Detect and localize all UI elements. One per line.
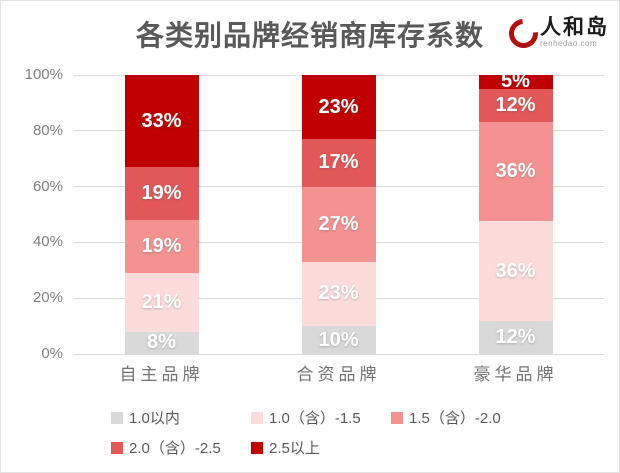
bar-segment: 19% (124, 167, 199, 221)
y-axis-tick-label: 20% (32, 289, 63, 307)
y-axis-tick-label: 80% (32, 121, 63, 139)
stacked-bar: 23% 17% 27% 23% 10% (301, 75, 376, 354)
bar-segment: 36% (478, 121, 553, 222)
category-column: 5% 12% 36% 36% 12% (427, 70, 604, 354)
legend: 1.0以内 1.0（含）-1.5 1.5（含）-2.0 2.0（含）-2.5 2.5以上 (111, 407, 591, 458)
logo-brand-text: 人和岛 (540, 15, 609, 39)
segment-label: 21% (141, 290, 182, 313)
legend-swatch (111, 411, 123, 424)
category-column: 23% 17% 27% 23% 10% (250, 75, 427, 354)
y-axis-tick-label: 100% (24, 66, 63, 83)
segment-label: 12% (495, 325, 536, 348)
legend-swatch (251, 441, 263, 454)
stacked-bar: 5% 12% 36% 36% 12% (478, 70, 553, 354)
bar-segment: 17% (301, 139, 376, 187)
logo-domain-text: renhedao.com (540, 39, 598, 49)
bar-segment: 19% (124, 220, 199, 274)
segment-label: 36% (495, 160, 536, 183)
stacked-bar: 33% 19% 19% 21% 8% (124, 75, 199, 354)
segment-label: 10% (318, 328, 359, 351)
segment-label: 17% (318, 151, 359, 174)
x-axis-category-label: 合资品牌 (296, 365, 381, 384)
segment-label: 19% (141, 182, 182, 205)
y-axis-tick-label: 0% (41, 345, 63, 362)
legend-label: 2.5以上 (269, 440, 320, 457)
legend-label: 1.0（含）-1.5 (269, 410, 361, 427)
legend-swatch (391, 411, 403, 424)
brand-logo: 人和岛 renhedao.com (503, 13, 609, 54)
bar-segment: 12% (478, 88, 553, 122)
legend-item: 2.0（含）-2.5 (111, 437, 251, 458)
x-axis-category-label: 豪华品牌 (473, 365, 558, 384)
legend-swatch (251, 411, 263, 424)
bar-segment: 10% (301, 326, 376, 354)
legend-label: 1.5（含）-2.0 (409, 410, 501, 427)
segment-label: 27% (318, 212, 359, 235)
bar-segment: 23% (301, 75, 376, 140)
legend-item: 1.0（含）-1.5 (251, 407, 391, 428)
segment-label: 12% (495, 93, 536, 116)
bars-area: 33% 19% 19% 21% 8% 23% 17% 27% 23% 10% 5% 12% 36% 36%… (73, 70, 604, 354)
x-axis-labels: 自主品牌 合资品牌 豪华品牌 (73, 360, 604, 385)
legend-swatch (111, 441, 123, 454)
legend-label: 2.0（含）-2.5 (129, 440, 221, 457)
segment-label: 23% (318, 282, 359, 305)
segment-label: 5% (501, 70, 530, 93)
x-axis-category-label: 自主品牌 (119, 365, 204, 384)
segment-label: 23% (318, 95, 359, 118)
bar-segment: 8% (124, 331, 199, 354)
bar-segment: 12% (478, 320, 553, 354)
y-axis-tick-label: 60% (32, 177, 63, 195)
segment-label: 36% (495, 259, 536, 282)
segment-label: 8% (147, 331, 176, 354)
bar-segment: 23% (301, 261, 376, 327)
category-column: 33% 19% 19% 21% 8% (73, 75, 250, 354)
logo-text: 人和岛 renhedao.com (540, 14, 609, 48)
legend-label: 1.0以内 (129, 410, 180, 427)
legend-item: 1.5（含）-2.0 (391, 407, 571, 428)
chart-title: 各类别品牌经销商库存系数 (135, 20, 484, 51)
segment-label: 19% (141, 235, 182, 258)
bar-segment: 21% (124, 273, 199, 332)
gridline (73, 353, 604, 355)
bar-segment: 5% (478, 70, 553, 92)
y-axis-tick-label: 40% (32, 233, 63, 251)
legend-item: 1.0以内 (111, 407, 251, 428)
bar-segment: 33% (124, 75, 199, 168)
bar-segment: 36% (478, 221, 553, 321)
bar-segment: 27% (301, 186, 376, 262)
legend-item: 2.5以上 (251, 437, 391, 458)
segment-label: 33% (141, 109, 182, 132)
